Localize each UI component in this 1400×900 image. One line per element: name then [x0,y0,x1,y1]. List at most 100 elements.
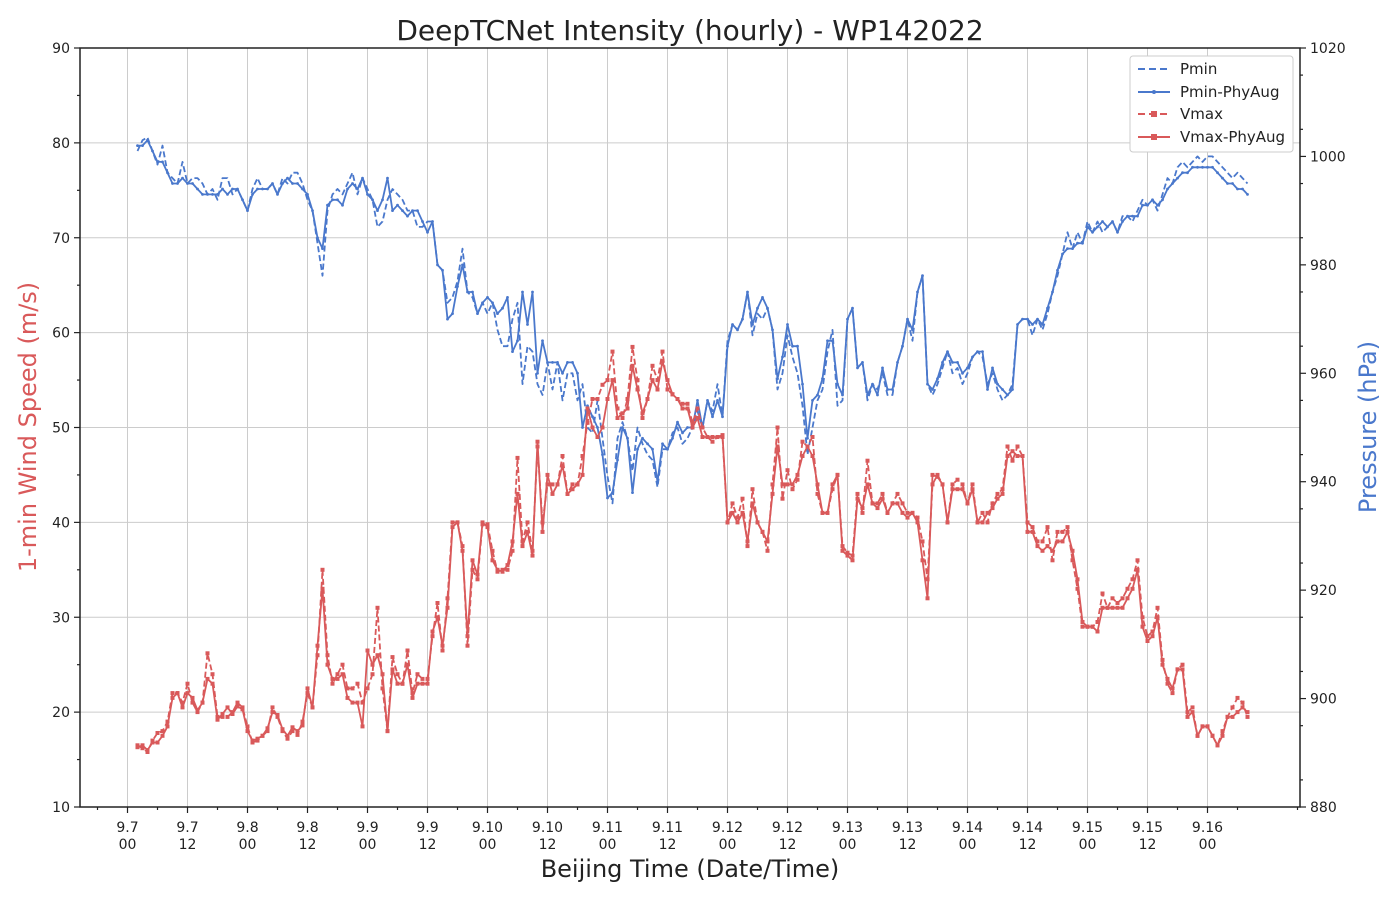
data-point-pmin-phyaug [391,209,394,213]
data-point-pmin-phyaug [316,236,319,240]
data-point-pmin-phyaug [736,328,739,332]
data-point-pmin-phyaug [496,312,499,315]
data-point-vmax-phyaug [875,506,880,511]
data-point-pmin-phyaug [726,344,729,348]
data-point-pmin-phyaug [146,138,149,142]
data-point-vmax-phyaug [215,717,220,722]
data-point-pmin-phyaug [271,182,274,185]
data-point-pmin-phyaug [916,290,919,294]
data-point-vmax-phyaug [210,681,215,686]
data-point-pmin-phyaug [711,415,714,419]
data-point-vmax-phyaug [775,444,780,449]
data-point-vmax [1095,620,1100,624]
data-point-vmax [950,482,955,487]
data-point-vmax-phyaug [705,435,710,439]
data-point-vmax-phyaug [430,629,435,634]
data-point-vmax [1155,605,1160,610]
left-y-tick-label: 40 [52,515,70,531]
data-point-vmax-phyaug [1185,714,1190,719]
data-point-vmax-phyaug [840,548,845,553]
data-point-pmin-phyaug [521,290,524,294]
data-point-vmax [740,496,745,501]
data-point-pmin-phyaug [421,220,424,223]
data-point-vmax-phyaug [835,472,840,477]
legend-entry-pmin: Pmin [1138,60,1217,78]
data-point-vmax-phyaug [195,708,200,713]
data-point-pmin-phyaug [1036,317,1039,321]
data-point-vmax-phyaug [290,725,295,730]
data-point-vmax [1240,700,1245,705]
data-point-vmax-phyaug [820,510,825,515]
data-point-vmax [1015,444,1020,449]
data-point-vmax-phyaug [730,510,735,515]
data-point-vmax-phyaug [175,691,180,696]
data-point-vmax-phyaug [720,433,725,438]
data-point-vmax-phyaug [440,643,445,648]
data-point-pmin-phyaug [606,496,609,500]
series-markers-vmax-phyaug [135,359,1250,753]
legend-label-pmin: Pmin [1180,60,1217,78]
data-point-vmax-phyaug [160,733,165,738]
data-point-vmax-phyaug [525,529,530,534]
x-tick-label-time: 00 [359,837,377,853]
data-point-vmax-phyaug [510,539,515,544]
data-point-vmax-phyaug [325,662,330,667]
chart-title: DeepTCNet Intensity (hourly) - WP142022 [396,14,983,47]
x-tick-label-time: 12 [1139,837,1157,853]
data-point-vmax-phyaug [520,544,525,549]
data-point-vmax-phyaug [390,667,395,672]
data-point-vmax [815,491,820,496]
data-point-vmax-phyaug [635,387,640,392]
data-point-vmax [1135,558,1140,563]
data-point-pmin-phyaug [901,344,904,348]
data-point-vmax [570,482,575,487]
right-y-tick-label: 940 [1310,475,1337,491]
x-tick-label-date: 9.8 [236,820,258,836]
data-point-vmax [320,567,325,572]
data-point-pmin-phyaug [1211,165,1214,169]
data-point-vmax-phyaug [1205,724,1210,729]
data-point-vmax-phyaug [1170,686,1175,691]
data-point-pmin-phyaug [1066,247,1069,251]
data-point-pmin-phyaug [486,296,489,299]
data-point-pmin-phyaug [311,209,314,213]
x-tick-label-date: 9.13 [832,820,863,836]
data-point-vmax-phyaug [735,520,740,525]
data-point-pmin-phyaug [756,306,759,310]
data-point-vmax [525,520,530,525]
data-point-pmin-phyaug [851,306,854,310]
data-point-vmax [1060,529,1065,534]
data-point-vmax [1190,705,1195,710]
data-point-vmax-phyaug [815,482,820,487]
data-point-vmax-phyaug [1085,624,1090,629]
data-point-pmin-phyaug [671,436,674,440]
data-point-vmax [170,691,175,696]
data-point-pmin-phyaug [196,187,199,191]
data-point-pmin-phyaug [846,317,849,321]
data-point-pmin-phyaug [826,339,829,343]
data-point-pmin-phyaug [861,361,864,364]
data-point-vmax-phyaug [385,729,390,734]
data-point-pmin-phyaug [1231,182,1234,185]
data-point-vmax [330,681,335,686]
data-point-vmax [1035,539,1040,544]
x-tick-label-date: 9.10 [532,820,563,836]
x-tick-label-date: 9.11 [652,820,683,836]
data-point-vmax-phyaug [910,510,915,515]
data-point-vmax-phyaug [450,525,455,530]
data-point-vmax [790,487,795,492]
data-point-vmax [295,732,300,737]
x-tick-label-date: 9.7 [176,820,198,836]
data-point-vmax [585,420,590,425]
data-point-vmax-phyaug [785,482,790,487]
data-point-vmax [795,477,800,482]
data-point-pmin-phyaug [401,209,404,213]
data-point-vmax [1245,714,1250,719]
right-y-tick-label: 960 [1310,366,1337,382]
data-point-vmax [1040,539,1045,544]
data-point-vmax-phyaug [355,700,360,705]
data-point-vmax-phyaug [810,454,815,458]
x-tick-label-time: 00 [839,837,857,853]
data-point-pmin-phyaug [501,306,504,310]
data-point-pmin-phyaug [231,187,234,191]
